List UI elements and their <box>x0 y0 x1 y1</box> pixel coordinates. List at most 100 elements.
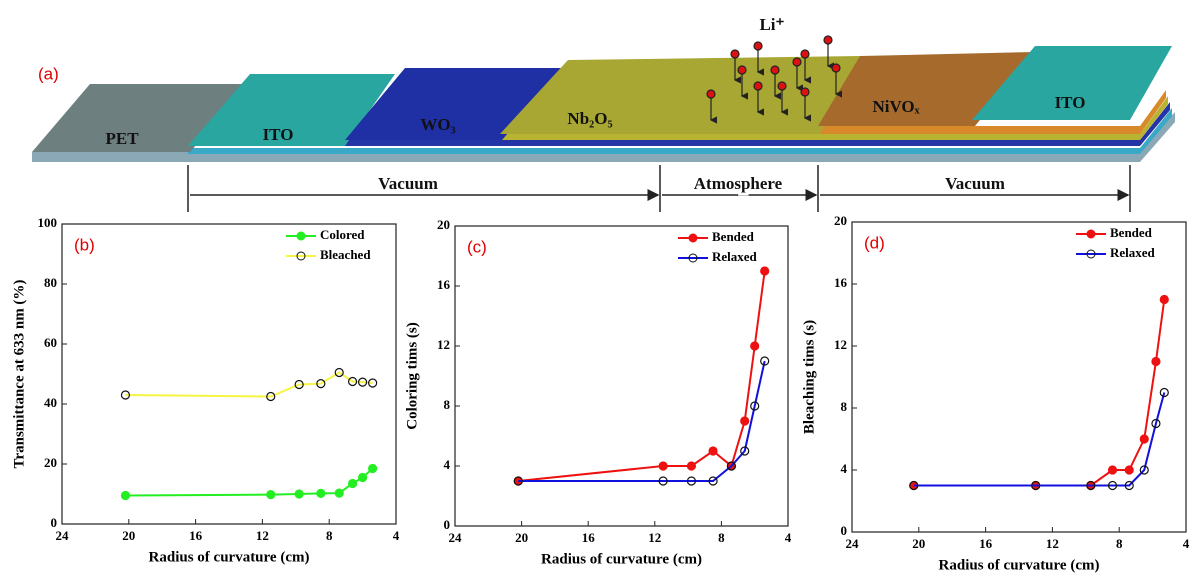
x-tick-label: 20 <box>515 530 528 545</box>
layer-label: PET <box>105 129 139 148</box>
x-tick-label: 16 <box>582 530 596 545</box>
data-point <box>120 390 131 400</box>
layer-label: ITO <box>1055 93 1086 112</box>
region-label: Vacuum <box>945 174 1005 193</box>
data-point <box>1124 465 1134 475</box>
ion <box>706 89 716 99</box>
ion <box>777 81 787 91</box>
y-tick-label: 20 <box>834 213 847 228</box>
layer-ito-top <box>972 46 1172 120</box>
y-tick-label: 0 <box>444 517 451 532</box>
y-tick-label: 20 <box>44 455 57 470</box>
y-tick-label: 4 <box>841 461 848 476</box>
ion <box>730 49 740 59</box>
layer-ito <box>188 74 395 146</box>
li-ions <box>706 35 842 124</box>
legend-marker <box>1086 249 1096 259</box>
legend-marker <box>688 233 698 243</box>
x-tick-label: 20 <box>122 528 135 543</box>
x-tick-label: 24 <box>56 528 70 543</box>
x-tick-label: 20 <box>912 536 925 551</box>
data-point <box>266 490 276 500</box>
data-point <box>1151 356 1161 367</box>
legend-marker <box>296 231 306 241</box>
ion <box>800 87 810 97</box>
ion <box>737 65 747 75</box>
plot-frame <box>454 225 789 527</box>
legend-marker <box>688 253 698 263</box>
region-label-bg: Vacuum <box>378 174 438 193</box>
data-point <box>1107 480 1118 491</box>
legend-label: Bended <box>712 229 755 244</box>
x-tick-label: 12 <box>1046 536 1059 551</box>
x-tick-label: 24 <box>846 536 860 551</box>
y-axis-label: Bleaching tims (s) <box>801 320 817 434</box>
y-axis-label: Transmittance at 633 nm (%) <box>11 280 27 469</box>
ion <box>831 63 841 73</box>
data-point <box>750 401 760 411</box>
x-tick-label: 24 <box>449 530 463 545</box>
plot-frame <box>61 223 397 525</box>
x-tick-label: 4 <box>785 530 792 545</box>
data-point <box>334 367 344 378</box>
data-point <box>368 463 378 474</box>
x-tick-label: 4 <box>393 528 400 543</box>
ion <box>792 57 802 67</box>
layer-label: ITO <box>263 125 294 144</box>
y-tick-label: 60 <box>44 335 57 350</box>
y-axis-label: Coloring tims (s) <box>404 322 420 430</box>
layer-wo3 <box>345 68 565 140</box>
data-point <box>1107 465 1118 475</box>
region-label: Vacuum <box>378 174 438 193</box>
data-point <box>686 476 697 486</box>
data-point <box>358 377 368 387</box>
panel-label: (a) <box>38 64 59 83</box>
layer-pet <box>32 84 250 152</box>
legend-label: Relaxed <box>712 249 758 264</box>
data-point <box>1086 480 1096 491</box>
layer-label: NiVOₓ <box>872 97 919 116</box>
data-point <box>760 356 770 366</box>
y-tick-label: 12 <box>834 337 847 352</box>
legend-marker <box>296 251 306 261</box>
wo3-strip <box>345 102 1170 146</box>
y-tick-label: 4 <box>444 457 451 472</box>
ion <box>770 65 780 75</box>
ito-bottom-strip <box>188 108 1172 154</box>
panel-label: (c) <box>467 237 487 256</box>
x-axis-label: Radius of curvature (cm) <box>541 551 702 567</box>
data-point <box>760 266 770 276</box>
region-label-bg: Vacuum <box>945 174 1005 193</box>
layer-nivox <box>818 52 1035 126</box>
ion <box>753 81 763 91</box>
data-point <box>347 478 358 489</box>
x-axis-label: Radius of curvature (cm) <box>149 549 310 565</box>
legend-label: Relaxed <box>1110 245 1156 260</box>
data-point <box>740 446 750 456</box>
data-point <box>1031 480 1041 491</box>
legend-label: Bended <box>1110 225 1153 240</box>
data-point <box>120 490 131 501</box>
layer-label: WO₃ <box>420 115 455 134</box>
y-tick-label: 0 <box>841 523 848 538</box>
x-tick-label: 12 <box>648 530 661 545</box>
x-tick-label: 8 <box>326 528 333 543</box>
series-line <box>518 270 766 482</box>
y-tick-label: 80 <box>44 275 57 290</box>
nivox-strip <box>820 90 1166 134</box>
data-point <box>740 416 750 426</box>
layer-nb2o5 <box>500 56 860 134</box>
data-point <box>334 488 344 498</box>
device-diagram: (a) PET ITO WO₃ Nb₂O₅ NiVOₓ ITO Li⁺ Vacu… <box>32 15 1175 212</box>
series-line <box>125 371 373 398</box>
data-point <box>358 472 368 483</box>
ion <box>800 49 810 59</box>
x-tick-label: 16 <box>979 536 993 551</box>
y-tick-label: 40 <box>44 395 57 410</box>
data-point <box>294 379 304 390</box>
series-line <box>913 299 1166 487</box>
series-line <box>518 360 766 482</box>
data-point <box>1159 294 1169 305</box>
data-point <box>686 461 697 471</box>
